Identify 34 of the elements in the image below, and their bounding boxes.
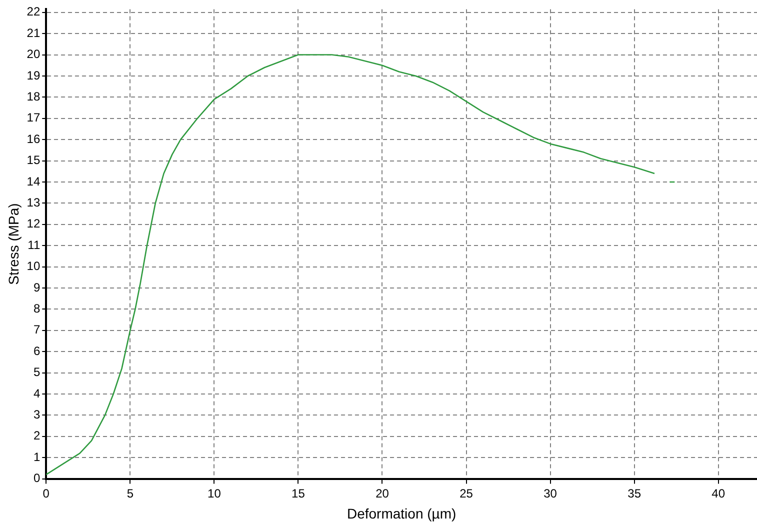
y-axis-title: Stress (MPa) [5,203,22,285]
x-tick-label: 10 [208,486,222,500]
y-tick-label: 13 [26,196,40,210]
y-tick-label: 18 [26,89,40,104]
y-tick-label: 15 [26,153,40,168]
y-tick-label: 17 [26,110,40,125]
x-tick-label: 30 [544,486,558,500]
y-tick-label: 7 [33,322,40,337]
y-tick-label: 9 [33,280,40,294]
x-tick-label: 0 [42,486,50,500]
y-tick-label: 14 [26,174,40,188]
x-tick-label: 20 [376,486,390,500]
y-tick-label: 22 [26,4,40,19]
y-tick-label: 1 [33,450,40,464]
y-tick-label: 16 [26,132,40,146]
y-tick-label: 21 [26,26,40,40]
y-tick-label: 19 [26,68,40,82]
y-tick-label: 0 [33,471,40,486]
y-tick-label: 12 [26,216,40,231]
x-tick-label: 25 [460,486,474,500]
x-tick-label: 35 [628,486,642,500]
y-tick-label: 4 [33,386,40,400]
y-tick-label: 11 [28,238,40,252]
x-axis-title: Deformation (µm) [346,505,456,522]
y-tick-label: 6 [33,344,40,358]
y-tick-label: 2 [33,428,40,443]
x-tick-label: 40 [712,486,726,500]
y-tick-label: 8 [33,302,40,316]
y-tick-label: 5 [33,365,40,380]
y-tick-label: 20 [26,47,40,62]
y-tick-label: 3 [33,408,40,422]
x-tick-label: 5 [126,486,134,500]
x-tick-label: 15 [292,486,306,500]
y-tick-label: 10 [26,259,40,274]
